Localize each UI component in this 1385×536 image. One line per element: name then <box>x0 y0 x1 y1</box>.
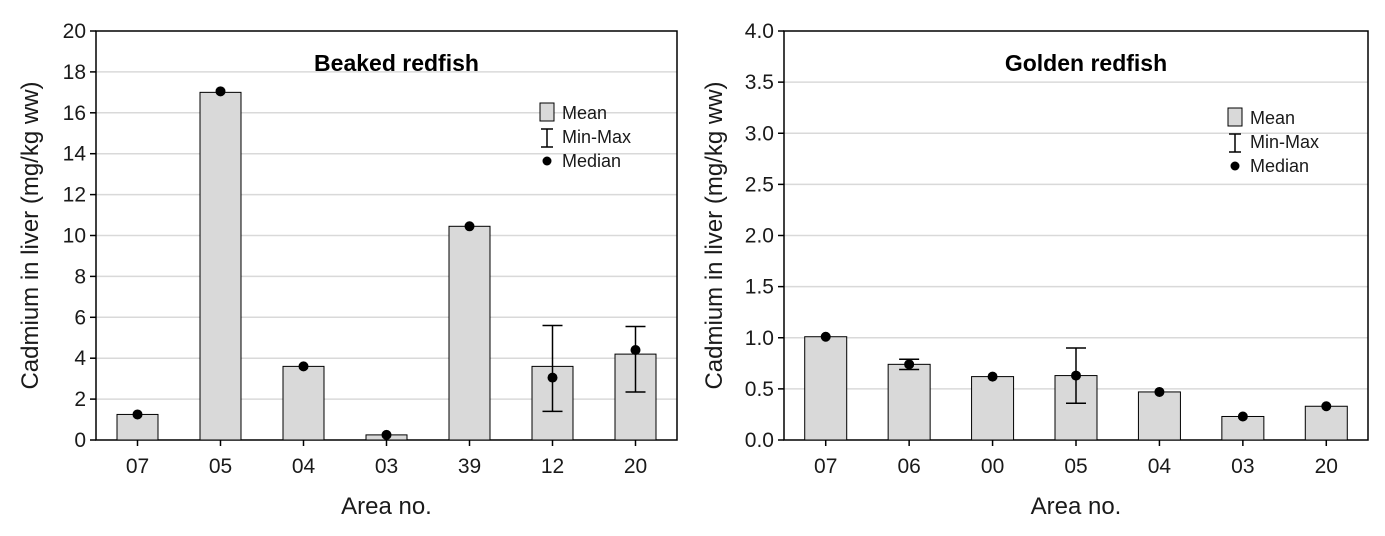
median-point <box>1321 401 1332 412</box>
y-tick-label: 3.0 <box>745 122 774 145</box>
median-point <box>215 86 226 97</box>
chart-title: Beaked redfish <box>314 50 479 76</box>
x-axis-label: Area no. <box>1031 493 1122 520</box>
y-tick-label: 14 <box>63 143 87 166</box>
x-tick-label: 20 <box>624 455 647 478</box>
median-point <box>904 359 915 370</box>
x-axis-label: Area no. <box>341 493 432 520</box>
legend-mean-label: Mean <box>1250 108 1295 128</box>
x-tick-label: 04 <box>1148 455 1172 478</box>
median-point <box>1071 370 1081 381</box>
legend-minmax-label: Min-Max <box>562 127 631 147</box>
legend-median-marker <box>542 156 552 166</box>
y-axis-label: Cadmium in liver (mg/kg ww) <box>17 81 44 389</box>
y-tick-label: 8 <box>74 265 86 288</box>
y-tick-label: 16 <box>63 102 86 125</box>
x-tick-label: 20 <box>1315 455 1338 478</box>
median-point <box>1237 411 1248 422</box>
y-tick-label: 18 <box>63 61 86 84</box>
legend: Mean Min-Max Median <box>1227 107 1319 176</box>
median-point <box>987 371 998 382</box>
bar-mean <box>1137 391 1181 441</box>
chart-panel-2: 0.0 0.5 1.0 1.5 2.0 2.5 3.0 3.5 4.0 07 06 00 05 04 03 2… <box>701 20 1369 520</box>
median-point <box>820 331 831 342</box>
x-tick-label: 12 <box>541 455 564 478</box>
y-tick-label: 0.0 <box>745 429 774 452</box>
y-tick-label: 10 <box>63 225 86 248</box>
legend-mean-swatch <box>539 102 555 122</box>
bar-mean <box>199 91 242 441</box>
x-tick-label: 05 <box>1064 455 1087 478</box>
y-axis-label: Cadmium in liver (mg/kg ww) <box>701 81 728 389</box>
x-tick-label: 00 <box>981 455 1004 478</box>
median-point <box>464 221 475 232</box>
y-tick-label: 20 <box>63 20 86 43</box>
bar-mean <box>282 365 325 441</box>
y-tick-label: 6 <box>74 306 86 329</box>
bar-mean <box>804 336 848 441</box>
median-point <box>132 409 143 420</box>
y-tick-label: 1.0 <box>745 327 774 350</box>
bar-mean <box>1304 405 1348 441</box>
y-tick-label: 0.5 <box>745 378 774 401</box>
y-tick-label: 4 <box>74 347 86 370</box>
median-point <box>298 361 309 372</box>
y-tick-label: 0 <box>74 429 86 452</box>
x-tick-label: 39 <box>458 455 481 478</box>
legend-median-label: Median <box>1250 156 1309 176</box>
y-tick-label: 3.5 <box>745 71 774 94</box>
median-point <box>630 345 641 356</box>
y-tick-label: 1.5 <box>745 276 774 299</box>
y-tick-label: 2.0 <box>745 225 774 248</box>
median-point <box>381 429 392 440</box>
legend-median-marker <box>1230 161 1240 171</box>
legend: Mean Min-Max Median <box>539 102 631 171</box>
legend-mean-swatch <box>1227 107 1243 127</box>
x-tick-label: 05 <box>209 455 232 478</box>
median-point <box>547 372 558 383</box>
median-point <box>1154 386 1165 397</box>
chart-title: Golden redfish <box>1005 50 1167 76</box>
y-tick-label: 4.0 <box>745 20 774 43</box>
x-tick-label: 03 <box>1231 455 1254 478</box>
chart-panel-1: 0 2 4 6 8 10 12 14 16 18 20 07 05 04 03 39 12 20 Beaked re… <box>17 20 678 520</box>
bar-mean <box>971 376 1015 441</box>
y-tick-label: 12 <box>63 184 86 207</box>
x-tick-label: 07 <box>814 455 837 478</box>
legend-minmax-label: Min-Max <box>1250 132 1319 152</box>
x-tick-label: 03 <box>375 455 398 478</box>
bar-mean <box>448 225 491 441</box>
legend-median-label: Median <box>562 151 621 171</box>
legend-mean-label: Mean <box>562 103 607 123</box>
x-tick-label: 07 <box>126 455 149 478</box>
x-tick-label: 06 <box>897 455 920 478</box>
bar-mean <box>887 363 931 441</box>
y-tick-label: 2.5 <box>745 173 774 196</box>
y-tick-label: 2 <box>74 388 86 411</box>
x-tick-label: 04 <box>292 455 316 478</box>
